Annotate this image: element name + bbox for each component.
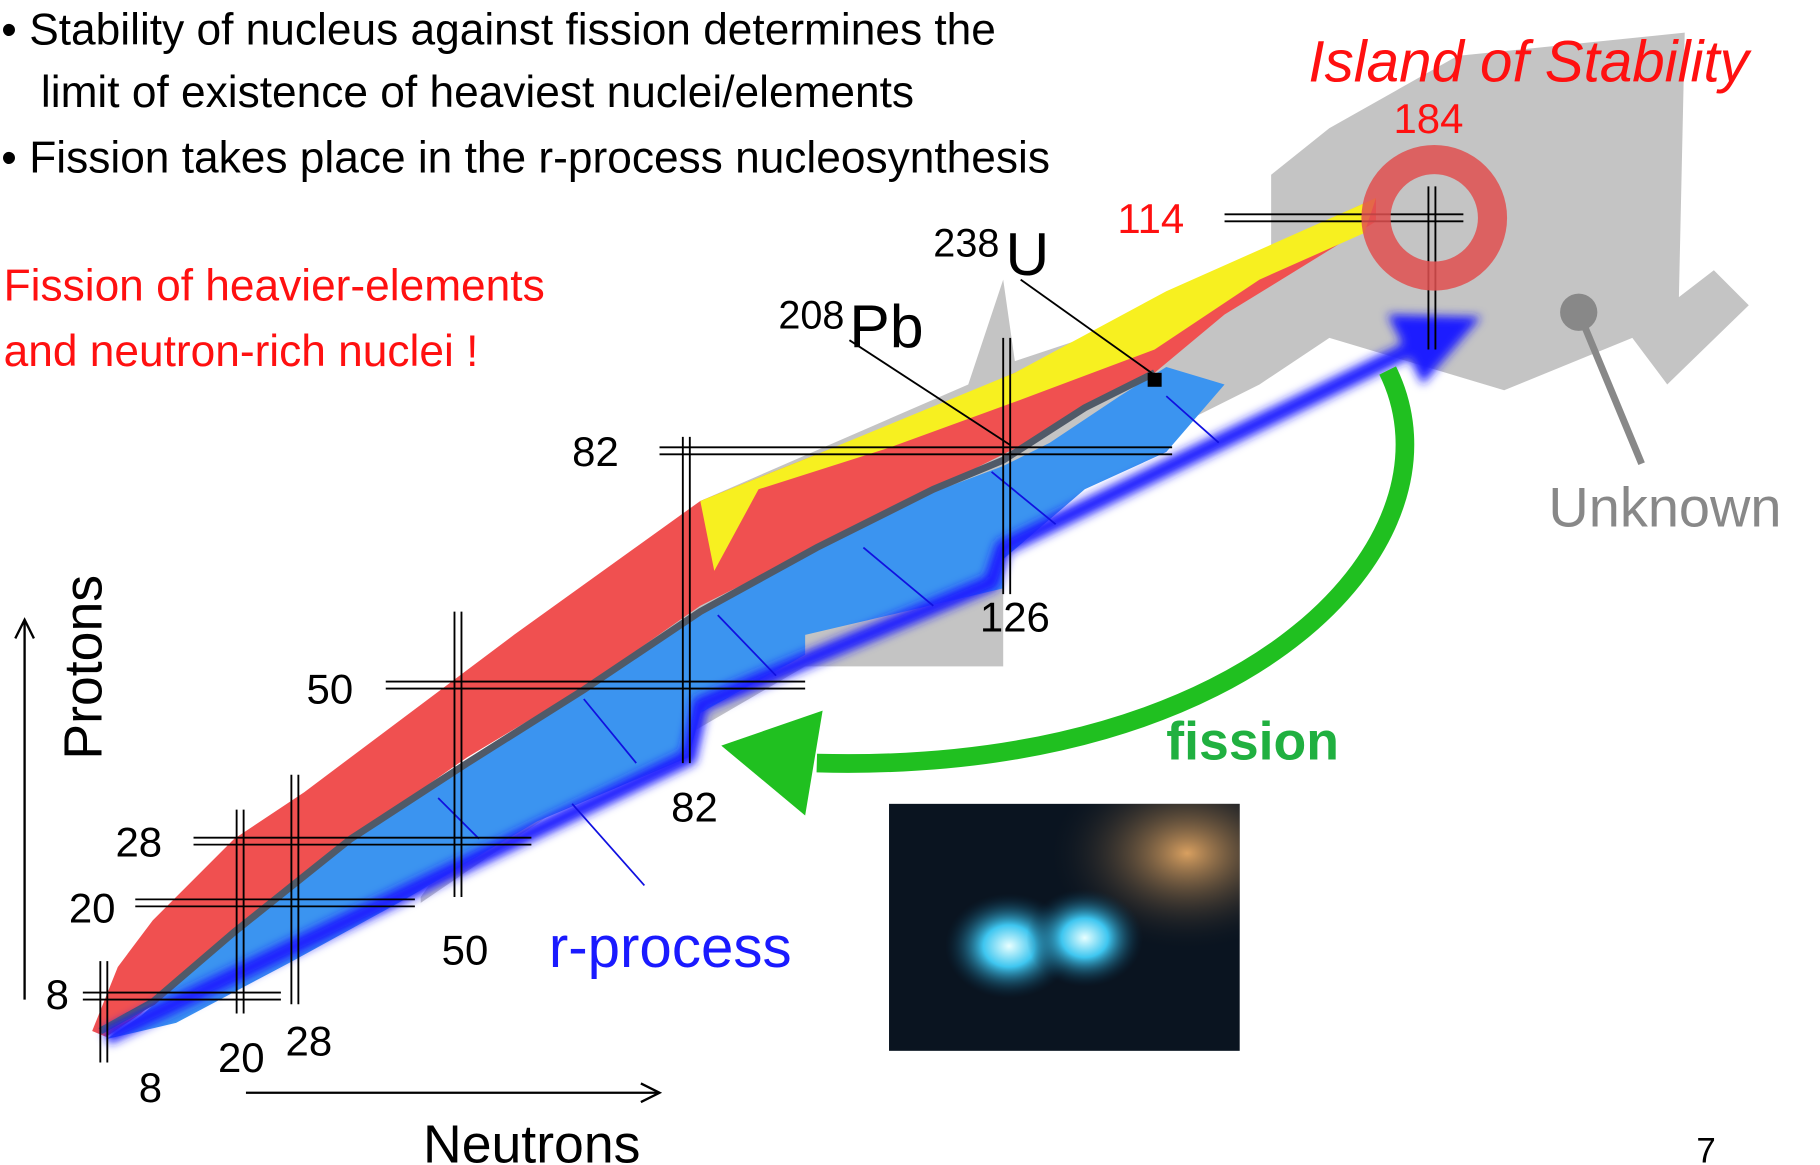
- annotation-arrows: [437, 395, 1220, 886]
- bullet-mark: •: [1, 5, 16, 54]
- nucleus-mass: 238: [933, 221, 999, 265]
- nucleus-mass: 208: [778, 294, 844, 338]
- note: and neutron-rich nuclei !: [4, 327, 479, 376]
- neutron-magic: 50: [442, 927, 489, 974]
- proton-magic: 8: [46, 971, 69, 1018]
- alpha-region: [700, 198, 1376, 571]
- fission-label: fission: [1166, 712, 1339, 772]
- proton-magic: 82: [572, 428, 619, 475]
- neutron-magic: 126: [980, 593, 1050, 640]
- note: Fission of heavier-elements: [4, 262, 545, 311]
- bullet: Fission takes place in the r-process nuc…: [29, 133, 1050, 182]
- neutron-magic: 8: [139, 1064, 162, 1111]
- bullet: Stability of nucleus against fission det…: [29, 5, 996, 54]
- nucleus-symbol: U: [1006, 220, 1050, 288]
- page-number: 7: [1696, 1132, 1715, 1165]
- proton-magic: 28: [115, 818, 162, 865]
- island-title: Island of Stability: [1308, 30, 1752, 95]
- r-process-arrow: [102, 314, 1481, 1045]
- bullet-mark: •: [1, 133, 16, 182]
- island-neutrons: 184: [1393, 95, 1463, 142]
- u238-marker: [1147, 372, 1162, 387]
- neutron-magic: 28: [286, 1017, 333, 1064]
- neutrons-label: Neutrons: [423, 1115, 640, 1165]
- known-nuclei: [92, 198, 1376, 1037]
- unknown-pointer: [1575, 310, 1645, 466]
- fission-arrow: [721, 366, 1415, 816]
- unknown-label: Unknown: [1548, 476, 1781, 539]
- island-protons: 114: [1117, 195, 1184, 242]
- island-ring: [1361, 145, 1508, 291]
- nucleus-symbol: Pb: [849, 292, 923, 360]
- neutron-rich-nuclei: [106, 366, 1225, 1040]
- magic-lines: [82, 186, 1464, 1063]
- axis-arrows: [14, 617, 663, 1104]
- unknown-dot: [1560, 293, 1598, 331]
- neutron-magic: 20: [218, 1034, 265, 1081]
- merger-image: [889, 803, 1240, 1051]
- proton-magic: 50: [307, 666, 354, 713]
- protons-label: Protons: [53, 575, 113, 760]
- neutron-magic: 82: [671, 783, 718, 830]
- r-process-label: r-process: [549, 915, 792, 980]
- bullet: limit of existence of heaviest nuclei/el…: [41, 68, 914, 117]
- proton-magic: 20: [69, 885, 116, 932]
